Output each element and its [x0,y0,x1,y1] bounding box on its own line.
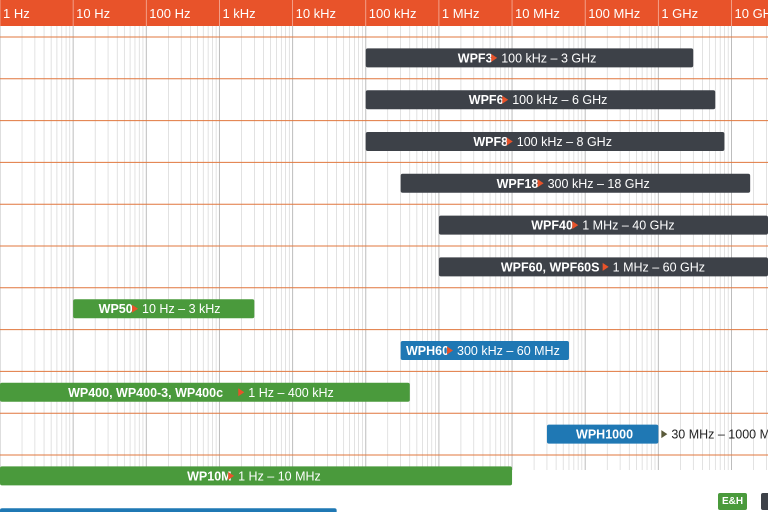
bar-group: WPH-DCDC – 40 kHz [0,508,337,512]
bar-name-label: WP400, WP400-3, WP400c [68,386,223,400]
tick-label: 10 GHz [735,6,768,21]
bar-range-label: 300 kHz – 18 GHz [548,177,650,191]
bar-group: WPF3 100 kHz – 3 GHz [365,48,694,68]
bar-range-label: 1 Hz – 10 MHz [238,469,321,483]
row-lines [0,36,768,456]
bar-range-label: 10 Hz – 3 kHz [142,302,221,316]
bar-arrow [238,388,245,397]
bar-arrow [491,53,498,62]
bar [365,132,725,151]
bar-range-label: 30 MHz – 1000 MHz [671,428,768,442]
bar-name-label: WPH1000 [576,428,633,442]
bar [365,48,694,68]
tick-label: 100 Hz [149,6,190,21]
bar-arrow [132,304,139,313]
legend-item-eh: E&H [718,493,748,510]
bar-arrow [502,95,509,104]
bar-arrow [447,346,454,355]
bar-range-label: 1 MHz – 40 GHz [582,219,674,233]
bar-arrow [572,221,579,230]
tick-label: 1 MHz [442,6,480,21]
bar-group: WPF60, WPF60S 1 MHz – 60 GHz [438,257,768,277]
bar [0,466,513,486]
bar-group: WPH1000 30 MHz – 1000 MHz [546,424,768,444]
bar [0,382,410,402]
bar-arrow [537,179,544,188]
bar-name-label: WPF60, WPF60S [501,260,600,274]
bar-name-label: WPH60 [406,344,449,358]
legend: E&H [718,493,768,511]
bar-range-label: 100 kHz – 6 GHz [512,93,607,107]
bar-name-label: WPF18 [497,177,539,191]
tick-label: 10 Hz [76,6,110,21]
bar-group: WP400, WP400-3, WP400c 1 Hz – 400 kHz [0,382,410,402]
bar-range-label: 100 kHz – 3 GHz [501,51,596,65]
axis-header [0,0,768,26]
bar [400,173,751,193]
bar-range-label: 300 kHz – 60 MHz [457,344,560,358]
bar-arrow [661,430,668,439]
tick-label: 1 GHz [661,6,698,21]
bar [73,299,255,319]
bar-range-label: 1 MHz – 60 GHz [613,260,705,274]
bar-name-label: WP10M [187,469,231,483]
bar-group: WPH60 300 kHz – 60 MHz [400,341,569,360]
tick-label: 100 MHz [588,6,640,21]
bar [0,508,337,512]
bar [438,215,768,235]
bar [546,424,659,444]
bar-name-label: WPF40 [531,219,573,233]
tick-label: 10 kHz [296,6,336,21]
bar-arrow [602,262,609,271]
bar-group: WPF8 100 kHz – 8 GHz [365,132,725,151]
bar-name-label: WPF8 [473,135,508,149]
bar [400,341,569,360]
tick-label: 10 MHz [515,6,560,21]
tick-label: 1 kHz [222,6,255,21]
bar-range-label: 100 kHz – 8 GHz [517,135,612,149]
bar-group: WP10M 1 Hz – 10 MHz [0,466,513,486]
bar [365,90,716,110]
bar-group: WPF40 1 MHz – 40 GHz [438,215,768,235]
bar-name-label: WPF6 [469,93,504,107]
bar-name-label: WP50 [99,302,133,316]
x-axis-ticks: 1 Hz 10 Hz 100 Hz 1 kHz 10 kHz 100 kHz 1 MHz 10… [0,0,768,26]
tick-label: 1 Hz [3,6,30,21]
bar-group: WPF6 100 kHz – 6 GHz [365,90,716,110]
bar-range-label: 1 Hz – 400 kHz [248,386,333,400]
bar-arrow [506,137,513,146]
legend-item-dark [761,493,768,510]
bar-group: WP50 10 Hz – 3 kHz [73,299,255,319]
bar-name-label: WPF3 [458,51,493,65]
bar-arrow [228,471,235,480]
tick-label: 100 kHz [369,6,417,21]
bar-group: WPF18 300 kHz – 18 GHz [400,173,751,193]
